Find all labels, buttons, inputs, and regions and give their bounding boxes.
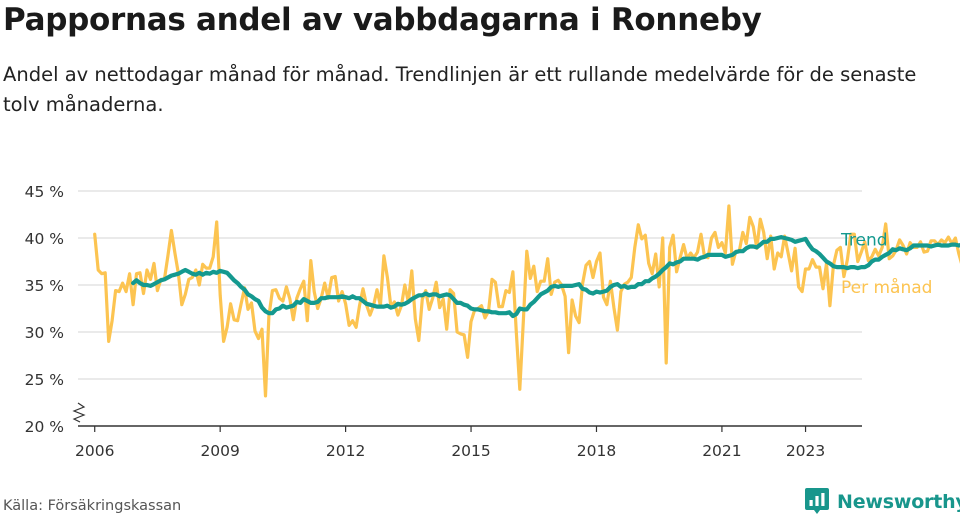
brand-logo[interactable]: Newsworthy: [805, 488, 960, 515]
y-tick-label: 40 %: [25, 230, 64, 248]
trend-series-label: Trend: [840, 230, 888, 250]
y-tick-label: 30 %: [25, 324, 64, 342]
y-tick-label: 20 %: [25, 418, 64, 436]
x-tick-label: 2015: [451, 442, 490, 460]
x-tick-label: 2006: [75, 442, 114, 460]
x-tick-label: 2012: [326, 442, 365, 460]
axis-break-icon: [72, 402, 86, 423]
monthly-series-line: [93, 204, 960, 398]
y-tick-label: 25 %: [25, 371, 64, 389]
source-note: Källa: Försäkringskassan: [3, 498, 182, 514]
series-lines: [93, 204, 960, 398]
x-tick-label: 2021: [702, 442, 741, 460]
x-tick-label: 2023: [786, 442, 825, 460]
brand-name: Newsworthy: [837, 490, 960, 513]
y-tick-label: 45 %: [25, 183, 64, 201]
x-axis-tick-labels: 2006 2009 2012 2015 2018 2021 2023: [75, 442, 825, 460]
x-tick-label: 2009: [200, 442, 239, 460]
chart-subtitle: Andel av nettodagar månad för månad. Tre…: [3, 63, 917, 116]
chart-title: Pappornas andel av vabbdagarna i Ronneby: [3, 2, 762, 38]
monthly-series-label: Per månad: [841, 277, 932, 298]
series-labels: Per månad Trend: [840, 230, 932, 298]
x-tick-label: 2018: [577, 442, 616, 460]
trend-series-line: [131, 235, 960, 319]
y-axis-tick-labels: 20 % 25 % 30 % 35 % 40 % 45 %: [25, 183, 64, 436]
x-axis: [72, 402, 862, 432]
gridlines: [78, 190, 862, 380]
y-tick-label: 35 %: [25, 277, 64, 295]
newsworthy-logo-icon: [805, 488, 829, 514]
